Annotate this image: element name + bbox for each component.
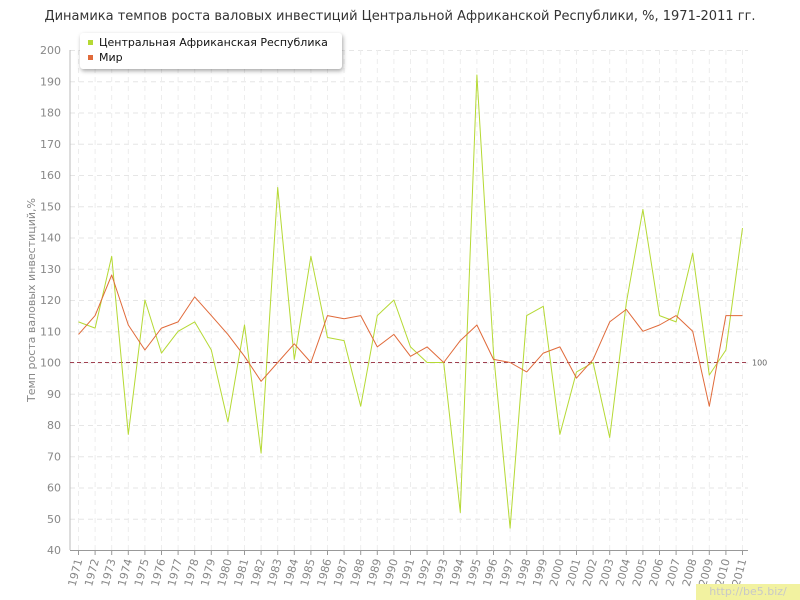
legend-label-world: Мир — [99, 51, 123, 64]
y-tick-label: 150 — [40, 200, 61, 213]
y-tick-label: 70 — [47, 450, 61, 463]
y-tick-label: 60 — [47, 482, 61, 495]
series-line-world — [78, 274, 743, 407]
legend-swatch-car — [88, 39, 93, 45]
y-tick-label: 50 — [47, 513, 61, 526]
series-layer — [78, 74, 743, 529]
y-tick-label: 160 — [40, 169, 61, 182]
axis-layer — [69, 50, 748, 555]
y-tick-label: 130 — [40, 263, 61, 276]
legend-item-car[interactable]: Центральная Африканская Республика — [88, 36, 328, 50]
y-tick-label: 120 — [40, 294, 61, 307]
y-tick-label: 170 — [40, 138, 61, 151]
axis-label-layer: 40 50 60 70 80 90 100 110 120 130 140 150 160 170 180 1… — [25, 44, 767, 588]
legend-label-car: Центральная Африканская Республика — [99, 36, 328, 49]
y-tick-label: 100 — [40, 357, 61, 370]
watermark[interactable]: http://be5.biz/ — [696, 584, 800, 600]
y-tick-label: 200 — [40, 44, 61, 57]
chart-title: Динамика темпов роста валовых инвестиций… — [44, 9, 756, 24]
grid-layer — [70, 50, 748, 550]
legend-swatch-world — [88, 54, 93, 60]
y-tick-label: 190 — [40, 75, 61, 88]
series-line-car — [78, 74, 743, 529]
y-tick-label: 110 — [40, 325, 61, 338]
y-tick-label: 80 — [47, 419, 61, 432]
legend: Центральная Африканская Республика Мир — [80, 33, 342, 69]
y-tick-label: 40 — [47, 544, 61, 557]
y-tick-label: 140 — [40, 232, 61, 245]
legend-item-world[interactable]: Мир — [88, 51, 123, 65]
y-tick-label: 90 — [47, 388, 61, 401]
y-tick-label: 180 — [40, 107, 61, 120]
reference-line-label: 100 — [752, 359, 767, 368]
y-axis-title: Темп роста валовых инвестиций,% — [25, 198, 38, 403]
